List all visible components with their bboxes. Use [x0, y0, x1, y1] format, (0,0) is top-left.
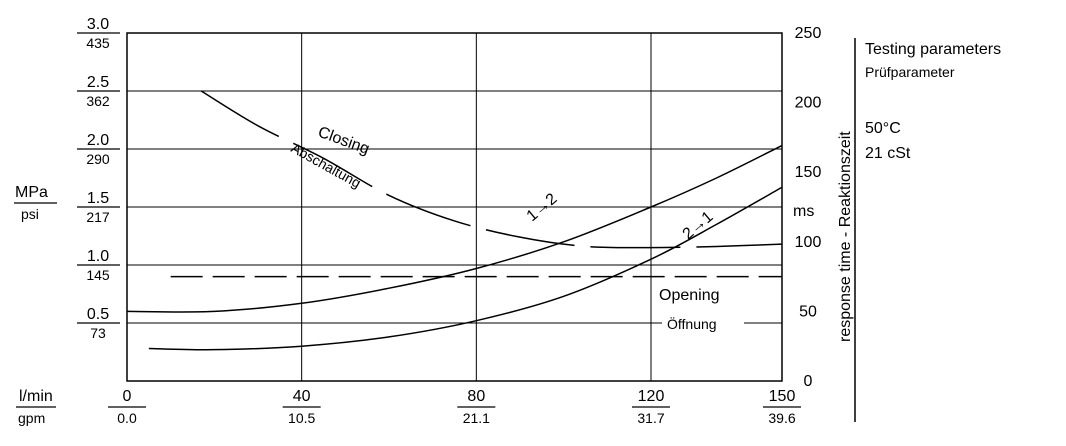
x-tick-primary: 0 — [123, 388, 132, 405]
y-right-tick: 100 — [795, 234, 822, 251]
axes-text: 3.0 435 2.5 362 2.0 290 1.5 217 1.0 145 0.5 73 0 0.0 4… — [77, 16, 821, 426]
x-tick-secondary: 31.7 — [637, 410, 664, 426]
oeffnung-label-bg — [662, 314, 744, 334]
opening-label: Opening — [659, 287, 720, 304]
testing-parameters-title: Testing parameters — [865, 41, 1001, 58]
x-tick-primary: 120 — [638, 388, 665, 405]
oeffnung-label: Öffnung — [667, 315, 717, 332]
temperature-value: 50°C — [865, 120, 901, 137]
y-left-tick-secondary: 290 — [86, 151, 110, 167]
y-right-tick: 0 — [804, 373, 813, 390]
y-left-tick-primary: 2.5 — [87, 74, 109, 91]
pruefparameter-title: Prüfparameter — [865, 64, 955, 80]
y-left-tick-primary: 1.5 — [87, 190, 109, 207]
y-left-tick-secondary: 145 — [86, 267, 110, 283]
x-tick-primary: 40 — [293, 388, 311, 405]
x-tick-secondary: 10.5 — [288, 410, 315, 426]
viscosity-value: 21 cSt — [865, 145, 911, 162]
y-right-tick: 50 — [799, 303, 817, 320]
y-right-label: response time - Reaktionszeit — [837, 131, 854, 342]
series-label-1-2: 1→2 — [524, 190, 561, 225]
y-left-tick-primary: 1.0 — [87, 248, 109, 265]
y-left-tick-primary: 3.0 — [87, 16, 109, 33]
x-unit-secondary: gpm — [18, 410, 45, 426]
x-tick-secondary: 0.0 — [117, 410, 137, 426]
y-left-tick-secondary: 362 — [86, 93, 110, 109]
series-line-closing — [200, 90, 783, 249]
series-line-2-1 — [148, 186, 783, 351]
y-right-tick: 150 — [795, 164, 822, 181]
x-unit-primary: l/min — [19, 388, 53, 405]
y-right-tick: 200 — [795, 95, 822, 112]
series-line-1-2 — [126, 144, 783, 313]
x-tick-secondary: 21.1 — [463, 410, 490, 426]
y-right-tick: 250 — [795, 25, 822, 42]
y-left-tick-secondary: 435 — [86, 35, 110, 51]
x-tick-primary: 80 — [467, 388, 485, 405]
y-left-tick-primary: 2.0 — [87, 132, 109, 149]
y-right-unit: ms — [793, 203, 814, 220]
opening-label-bg — [654, 283, 746, 303]
series-group — [126, 90, 783, 351]
y-left-tick-secondary: 73 — [90, 325, 106, 341]
y-left-tick-secondary: 217 — [86, 209, 110, 225]
y-left-tick-primary: 0.5 — [87, 306, 109, 323]
y-left-unit-primary: MPa — [15, 184, 48, 201]
x-tick-primary: 150 — [769, 388, 796, 405]
x-tick-secondary: 39.6 — [768, 410, 795, 426]
closing-label: Closing — [316, 124, 372, 158]
y-left-unit-secondary: psi — [21, 206, 39, 222]
series-label-2-1: 2→1 — [680, 208, 717, 243]
